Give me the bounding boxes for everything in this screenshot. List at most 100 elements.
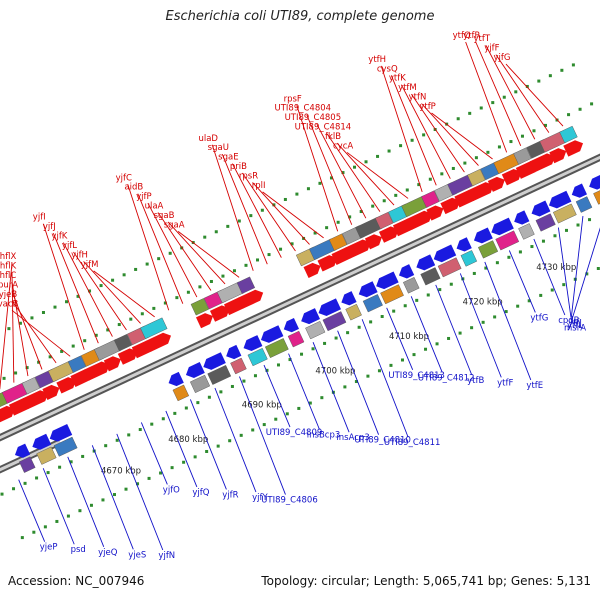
track-tick (214, 230, 218, 234)
gene-label-forward: yjfJ (43, 222, 56, 232)
leader-line-forward (177, 231, 240, 278)
leader-line-forward (390, 75, 437, 186)
leader-line-forward (346, 152, 409, 199)
track-tick (507, 255, 511, 259)
gene-arrow-reverse (589, 173, 600, 190)
genome-axis-highlight (0, 155, 600, 440)
track-tick (447, 336, 451, 340)
ortholog-box-forward (21, 377, 41, 395)
track-tick (46, 471, 50, 475)
gene-label-forward: sgaE (218, 153, 238, 163)
gene-arrow-forward (487, 176, 505, 192)
leader-line-forward (262, 191, 324, 239)
track-tick (69, 460, 73, 464)
gene-arrow-reverse (433, 244, 457, 263)
leader-line-reverse (337, 330, 380, 435)
gene-label-forward: sgaB (154, 211, 175, 221)
ortholog-box-reverse (264, 338, 289, 358)
track-tick (35, 476, 39, 480)
track-tick (207, 395, 211, 399)
track-tick (198, 285, 202, 289)
track-tick (244, 263, 248, 267)
track-tick (226, 224, 230, 228)
track-tick (428, 177, 432, 181)
track-tick (550, 288, 554, 292)
ortholog-box-reverse (287, 330, 305, 348)
leader-line-reverse (165, 410, 198, 488)
gene-arrow-reverse (548, 190, 572, 209)
track-tick (544, 123, 548, 127)
track-tick (23, 481, 27, 485)
track-tick (161, 417, 165, 421)
gene-label-reverse: insBcp3 (307, 431, 341, 441)
gene-label-reverse: yjfO (163, 485, 180, 495)
gene-label-reverse: cpdB (558, 316, 579, 326)
track-tick (422, 133, 426, 137)
track-tick (415, 298, 419, 302)
track-tick (256, 258, 260, 262)
gene-label-reverse: ytfF (497, 378, 513, 388)
track-tick (308, 401, 312, 405)
gene-label-forward: ytfQ (453, 31, 471, 41)
gene-arrow-forward (209, 305, 230, 322)
track-tick (346, 331, 350, 335)
ortholog-box-reverse (247, 347, 268, 367)
leader-line-forward (137, 193, 184, 304)
ortholog-box-reverse (345, 303, 362, 321)
map-title: Escherichia coli UTI89, complete genome (165, 9, 435, 24)
scale-label: 4680 kbp (168, 435, 208, 445)
ortholog-box-reverse (230, 357, 247, 375)
ortholog-box-reverse (380, 284, 404, 305)
leader-line-reverse (508, 250, 536, 313)
leader-line-forward (485, 45, 536, 140)
track-tick (104, 444, 108, 448)
ortholog-box-reverse (18, 456, 36, 473)
track-tick (249, 214, 253, 218)
leader-line-reverse (386, 307, 414, 370)
gene-arrow-reverse (260, 325, 284, 343)
track-tick (209, 279, 213, 283)
ortholog-box-forward (113, 333, 133, 352)
leader-line-reverse (189, 399, 227, 490)
track-tick (267, 253, 271, 257)
track-tick (553, 234, 557, 238)
track-tick (111, 278, 115, 282)
track-tick (147, 476, 151, 480)
track-tick (336, 220, 340, 224)
gene-label-forward: sgaA (164, 220, 185, 230)
track-tick (203, 235, 207, 239)
track-tick (7, 327, 11, 331)
gene-label-forward: yjfF (484, 44, 499, 54)
gene-label-forward: fklB (325, 132, 341, 142)
track-tick (518, 250, 522, 254)
ortholog-box-reverse (495, 230, 520, 251)
gene-label-forward: hflX (0, 252, 16, 262)
track-tick (491, 101, 495, 105)
track-tick (371, 204, 375, 208)
track-tick (290, 242, 294, 246)
gene-arrow-forward (0, 405, 15, 423)
leader-line-reverse (214, 387, 257, 493)
gene-arrow-forward (378, 226, 399, 243)
track-tick (369, 320, 373, 324)
scale-label: 4690 kbp (242, 401, 282, 411)
track-tick (394, 193, 398, 197)
track-tick (112, 493, 116, 497)
gene-label-forward: yjfG (493, 53, 510, 63)
genome-axis-wrap-highlight (0, 440, 61, 472)
track-tick (458, 331, 462, 335)
gene-label-reverse: yjfR (222, 490, 238, 500)
track-tick (509, 140, 513, 144)
leader-line-forward (211, 144, 254, 271)
track-tick (325, 226, 329, 230)
gene-arrow-reverse (514, 210, 530, 225)
gene-arrow-forward (117, 348, 138, 365)
gene-arrow-reverse (376, 271, 399, 290)
track-tick (348, 215, 352, 219)
leader-line-forward (252, 182, 310, 245)
track-tick (532, 129, 536, 133)
track-tick (514, 90, 518, 94)
ortholog-box-forward (421, 190, 440, 208)
gene-arrow-forward (426, 205, 444, 221)
